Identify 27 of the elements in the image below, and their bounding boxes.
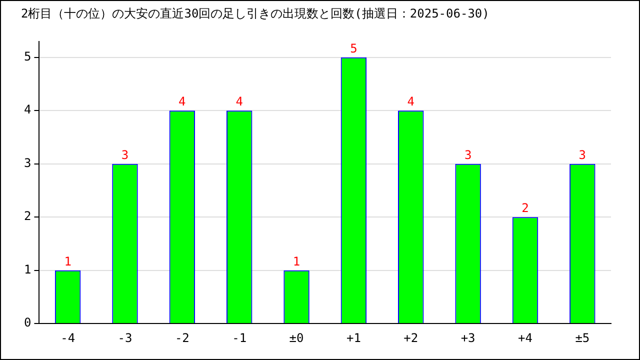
y-tick-label: 1 <box>24 262 32 276</box>
chart-title: 2桁目（十の位）の大安の直近30回の足し引きの出現数と回数(抽選日：2025-06-30) <box>21 6 490 20</box>
x-tick-label: +2 <box>404 330 418 345</box>
x-tick-label: ±5 <box>575 330 590 345</box>
x-tick-label: +4 <box>518 330 532 345</box>
x-tick-label: -1 <box>232 330 247 345</box>
x-tick-label: ±0 <box>289 330 304 345</box>
x-tick-label: +1 <box>346 330 361 345</box>
data-label: 4 <box>407 94 414 109</box>
data-label: 4 <box>178 94 186 109</box>
data-label: 1 <box>64 254 72 268</box>
y-tick-label: 4 <box>24 102 32 117</box>
x-tick-label: -3 <box>118 330 132 345</box>
x-tick-label: -4 <box>60 330 76 345</box>
y-tick-label: 0 <box>24 316 32 330</box>
data-label: 4 <box>236 94 243 109</box>
data-label: 3 <box>121 148 129 162</box>
data-label: 2 <box>522 201 529 216</box>
data-label: 5 <box>350 42 358 56</box>
data-label: 3 <box>578 148 586 162</box>
y-tick-label: 3 <box>24 156 32 170</box>
x-tick-label: +3 <box>460 330 476 345</box>
x-tick-label: -2 <box>174 330 190 345</box>
data-label: 1 <box>292 254 300 268</box>
y-tick-label: 5 <box>24 50 32 64</box>
y-tick-label: 2 <box>24 209 32 224</box>
data-label: 3 <box>464 148 472 162</box>
